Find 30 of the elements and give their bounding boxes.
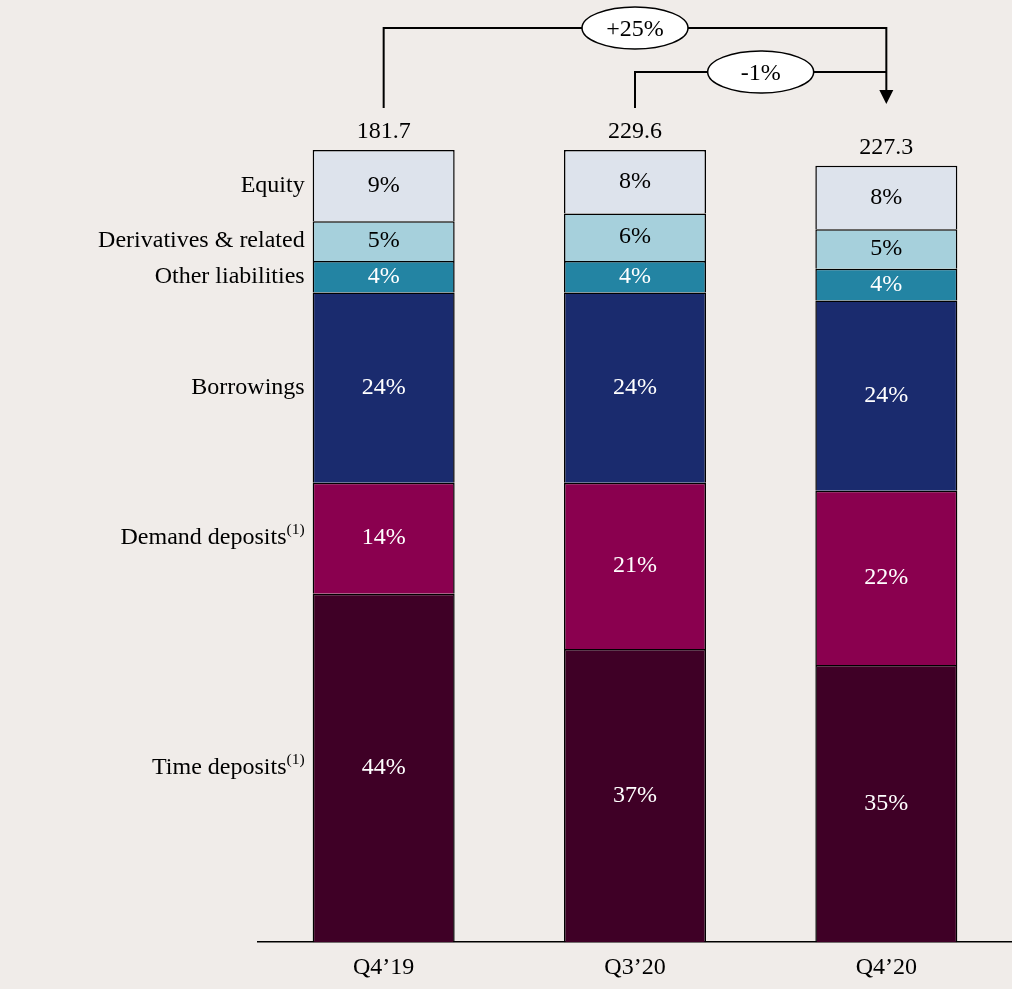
text: 229.6 bbox=[608, 117, 662, 143]
x-tick-label: Q4’20 bbox=[855, 952, 917, 979]
data-label: 8% bbox=[619, 166, 651, 193]
text: -1% bbox=[740, 59, 781, 85]
data-label: 5% bbox=[367, 226, 400, 253]
x-tick-label: Q3’20 bbox=[604, 952, 666, 979]
data-label: 4% bbox=[870, 269, 903, 296]
data-label: 4% bbox=[367, 262, 400, 289]
data-label: 14% bbox=[361, 523, 406, 550]
series-label: Other liabilities bbox=[154, 262, 305, 289]
data-label: 5% bbox=[870, 234, 903, 261]
data-label: 24% bbox=[613, 372, 657, 399]
text: +25% bbox=[606, 15, 664, 41]
data-label: 37% bbox=[613, 780, 657, 807]
data-label: 9% bbox=[367, 170, 400, 197]
annotation: 227.3 bbox=[859, 132, 914, 159]
data-label: 21% bbox=[613, 551, 657, 578]
series-label: Equity bbox=[240, 170, 305, 197]
data-label: 22% bbox=[864, 563, 909, 590]
text: 181.7 bbox=[356, 117, 411, 143]
data-label: 6% bbox=[619, 222, 651, 249]
data-label: 24% bbox=[361, 372, 406, 399]
data-label: 4% bbox=[619, 262, 651, 289]
data-label: 8% bbox=[870, 182, 903, 209]
x-tick-label: Q4’19 bbox=[353, 952, 415, 979]
data-label: 44% bbox=[361, 753, 406, 780]
series-label: Derivatives & related bbox=[98, 226, 305, 253]
data-label: 24% bbox=[864, 380, 909, 407]
data-label: 35% bbox=[864, 788, 909, 815]
series-label: Borrowings bbox=[191, 372, 305, 399]
